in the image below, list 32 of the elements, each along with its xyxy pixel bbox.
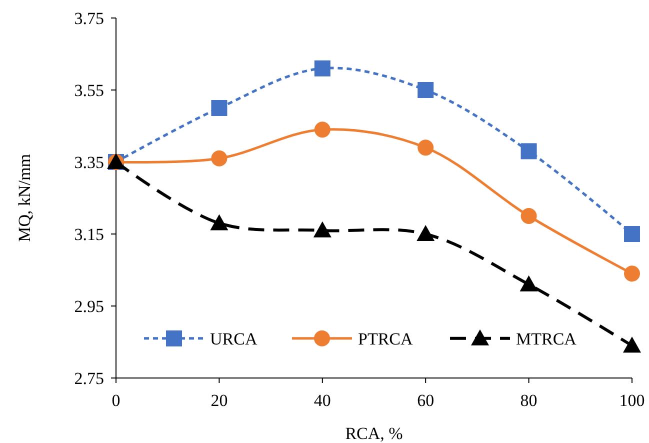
legend-label: PTRCA: [358, 329, 414, 348]
legend-label: URCA: [210, 329, 258, 348]
x-tick-label: 60: [417, 391, 434, 410]
x-tick-label: 80: [520, 391, 538, 410]
point: [520, 143, 537, 160]
point: [211, 100, 228, 116]
y-tick-label: 3.55: [74, 80, 104, 100]
x-tick-label: 40: [314, 391, 331, 410]
point: [520, 208, 537, 224]
y-tick-label: 2.95: [74, 296, 104, 316]
y-tick-label: 3.35: [74, 152, 104, 172]
point: [624, 266, 640, 282]
x-axis-title: RCA, %: [345, 424, 403, 443]
y-tick-label: 3.75: [74, 8, 104, 28]
point: [418, 140, 434, 156]
point: [210, 214, 228, 230]
point: [313, 221, 332, 238]
point: [314, 122, 330, 138]
point: [314, 60, 330, 76]
y-axis-title: MQ, kN/mm: [15, 154, 34, 242]
point: [520, 275, 538, 292]
x-tick-label: 100: [619, 391, 645, 410]
legend-label: MTRCA: [516, 329, 578, 348]
point: [211, 150, 228, 166]
y-tick-label: 3.15: [74, 224, 104, 244]
x-tick-label: 0: [112, 391, 120, 410]
x-tick-label: 20: [210, 391, 228, 410]
point: [623, 336, 641, 353]
point: [624, 226, 640, 242]
y-tick-label: 2.75: [74, 368, 104, 388]
point: [416, 225, 435, 241]
point: [418, 82, 434, 98]
